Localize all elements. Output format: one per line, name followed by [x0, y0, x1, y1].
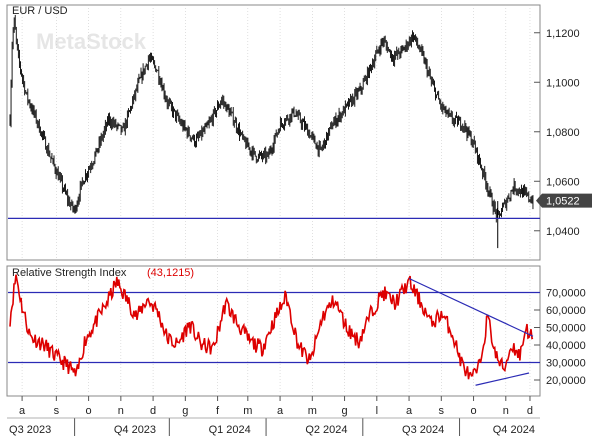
x-quarter-label: Q4 2024: [493, 424, 535, 436]
x-axis: a s o n d g f m a m g l a s o n d Q3 2023 Q4 2023 Q1 2024 Q2…: [7, 396, 540, 436]
price-title: EUR / USD: [12, 5, 68, 17]
x-quarter-label: Q2 2024: [305, 424, 347, 436]
x-month-label: s: [439, 405, 445, 417]
x-month-label: n: [118, 405, 124, 417]
x-month-label: d: [150, 405, 156, 417]
rsi-series-line: [9, 274, 534, 380]
price-y-axis: 1,1200 1,1000 1,0800 1,0600 1,0400: [534, 28, 580, 238]
x-month-label: o: [470, 405, 476, 417]
x-quarter-label: Q3 2024: [402, 424, 444, 436]
price-tick-label: 1,1200: [546, 28, 580, 40]
rsi-tick-label: 40,0000: [546, 340, 586, 352]
rsi-tick-label: 20,0000: [546, 375, 586, 387]
rsi-grid: [21, 268, 531, 394]
x-month-label: l: [376, 405, 378, 417]
price-watermark: MetaStock: [36, 29, 147, 54]
x-month-label: a: [19, 405, 26, 417]
price-tick-label: 1,1000: [546, 77, 580, 89]
x-month-label: a: [406, 405, 413, 417]
x-month-label: o: [86, 405, 92, 417]
rsi-y-axis: 70,0000 60,0000 50,0000 40,0000 30,0000 20,00…: [534, 288, 586, 387]
x-month-label: g: [182, 405, 188, 417]
x-quarter-label: Q3 2023: [9, 424, 51, 436]
last-price-badge-shape: [536, 193, 592, 208]
x-quarter-label: Q4 2023: [114, 424, 156, 436]
price-tick-label: 1,0800: [546, 127, 580, 139]
price-panel: [6, 4, 541, 261]
rsi-tick-label: 50,0000: [546, 323, 586, 335]
rsi-title-value: (43,1215): [147, 267, 194, 279]
rsi-tick-label: 70,0000: [546, 288, 586, 300]
x-month-label: g: [341, 405, 347, 417]
x-quarter-label: Q1 2024: [209, 424, 251, 436]
price-tick-label: 1,0600: [546, 176, 580, 188]
rsi-panel: [6, 265, 541, 397]
price-candles: [9, 14, 534, 249]
price-tick-label: 1,0400: [546, 226, 580, 238]
last-price-badge-text: 1,0522: [546, 196, 580, 208]
x-month-label: m: [308, 405, 317, 417]
rsi-title: Relative Strength Index: [12, 267, 127, 279]
rsi-trendline-up: [475, 372, 530, 386]
last-price-badge: 1,0522: [536, 193, 592, 208]
x-month-label: d: [527, 405, 533, 417]
x-month-label: n: [503, 405, 509, 417]
x-month-label: f: [216, 405, 220, 417]
rsi-trendline-down: [408, 277, 534, 337]
x-month-label: m: [243, 405, 252, 417]
rsi-tick-label: 30,0000: [546, 358, 586, 370]
x-month-label: s: [54, 405, 60, 417]
x-month-label: a: [277, 405, 284, 417]
rsi-tick-label: 60,0000: [546, 305, 586, 317]
